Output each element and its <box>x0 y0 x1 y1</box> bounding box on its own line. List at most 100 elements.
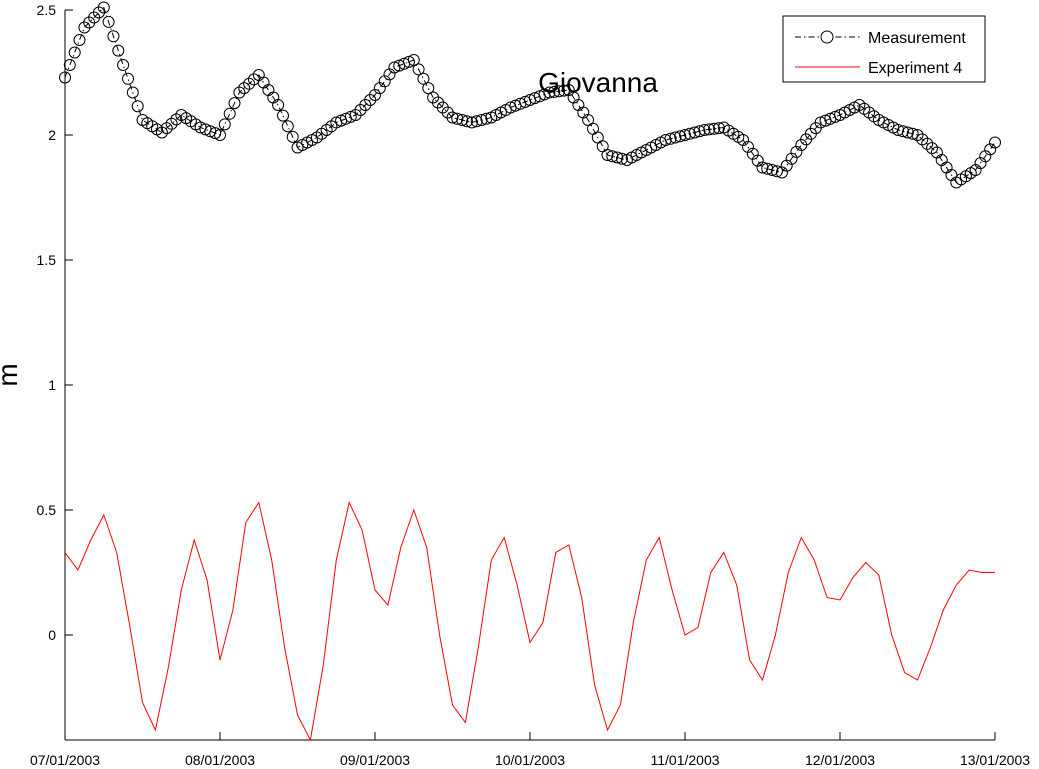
measurement-point <box>214 129 226 141</box>
measurement-point <box>611 151 624 164</box>
legend-swatch-marker <box>820 30 834 44</box>
measurement-point <box>553 85 566 98</box>
measurement-point <box>892 124 905 136</box>
measurement-point <box>712 122 725 135</box>
measurement-point <box>456 114 469 126</box>
measurement-point <box>683 127 696 140</box>
chart-title: Giovanna <box>538 67 658 98</box>
legend-box <box>782 15 986 83</box>
x-tick-label: 12/01/2003 <box>805 752 875 768</box>
x-tick-label: 11/01/2003 <box>650 752 719 768</box>
measurement-point <box>286 130 299 143</box>
measurement-point <box>102 15 115 28</box>
measurement-point <box>122 72 134 85</box>
measurement-point <box>155 126 168 139</box>
measurement-point <box>475 114 488 126</box>
measurement-point <box>262 84 275 96</box>
measurement-point <box>557 84 570 97</box>
y-tick-label: 1 <box>48 377 56 393</box>
measurement-point <box>417 72 430 85</box>
measurement-point <box>703 123 716 136</box>
measurement-point <box>901 126 914 139</box>
measurement-point <box>698 124 711 136</box>
measurement-point <box>761 162 774 175</box>
y-tick-label: 0.5 <box>37 502 57 518</box>
axes-frame <box>64 10 995 741</box>
measurement-point <box>344 110 357 123</box>
measurement-point <box>228 97 241 110</box>
measurement-point <box>243 77 256 90</box>
measurement-point <box>693 125 706 138</box>
measurement-point <box>688 126 701 139</box>
legend-label: Experiment 4 <box>868 60 962 77</box>
measurement-point <box>906 127 919 140</box>
measurement-point <box>669 131 682 144</box>
y-tick-label: 2.5 <box>37 2 57 18</box>
measurement-point <box>771 165 783 178</box>
measurement-point <box>616 152 628 165</box>
measurement-point <box>97 1 110 14</box>
measurement-point <box>223 107 236 120</box>
measurement-point <box>465 116 478 129</box>
series-layer <box>59 1 1001 742</box>
measurement-point <box>281 120 294 133</box>
series-measurement <box>59 1 1001 189</box>
x-tick-label: 09/01/2003 <box>340 752 410 768</box>
measurement-point <box>117 59 130 71</box>
measurement-point <box>277 109 289 122</box>
y-tick-label: 1.5 <box>37 252 57 268</box>
y-tick-label: 0 <box>48 627 56 643</box>
measurement-point <box>606 150 619 163</box>
x-tick-label: 13/01/2003 <box>960 752 1030 768</box>
measurement-point <box>897 125 909 138</box>
measurement-point <box>577 106 590 119</box>
experiment-4-line <box>64 500 995 742</box>
measurement-point <box>679 129 691 141</box>
measurement-point <box>451 112 464 125</box>
measurement-point <box>412 63 425 76</box>
measurement-point <box>422 82 435 95</box>
x-tick-label: 07/01/2003 <box>30 752 100 768</box>
legend: Measurement Experiment 4 <box>782 15 986 83</box>
measurement-point <box>601 149 614 161</box>
measurement-point <box>218 118 231 131</box>
measurement-point <box>766 164 779 176</box>
x-tick-label: 08/01/2003 <box>185 752 255 768</box>
measurement-point <box>984 143 997 156</box>
measurement-point <box>785 152 798 165</box>
measurement-point <box>63 59 76 71</box>
measurement-point <box>112 44 125 57</box>
measurement-point <box>572 99 585 111</box>
measurement-point <box>272 99 285 111</box>
measurement-point <box>107 30 120 43</box>
measurement-point <box>742 140 754 153</box>
measurement-point <box>538 88 551 101</box>
measurement-point <box>131 100 144 113</box>
measurement-point <box>461 115 473 128</box>
measurement-point <box>775 166 788 179</box>
legend-entry: Experiment 4 <box>795 60 962 77</box>
measurement-point <box>751 154 764 167</box>
measurement-point <box>407 54 420 66</box>
measurement-point <box>911 129 924 141</box>
legend-entry: Measurement <box>795 30 966 47</box>
measurement-point <box>73 34 86 46</box>
x-tick-label: 10/01/2003 <box>495 752 565 768</box>
measurement-point <box>548 85 561 98</box>
measurement-point <box>596 140 609 153</box>
measurement-point <box>659 134 672 146</box>
ticks-layer: 0 0.5 1 1.5 2 2.5 07/01/2003 08/01/2003 09/01/20… <box>30 2 1030 768</box>
series-experiment-4 <box>64 500 995 742</box>
measurement-point <box>402 55 415 68</box>
measurement-point <box>369 89 381 101</box>
measurement-point <box>378 75 391 88</box>
legend-label: Measurement <box>868 30 966 47</box>
y-axis-label: m <box>0 363 23 386</box>
measurement-point <box>470 115 483 128</box>
measurement-point <box>756 161 769 174</box>
measurement-point <box>257 76 270 89</box>
measurement-point <box>209 127 222 140</box>
measurement-point <box>674 130 687 143</box>
measurement-point <box>664 132 677 145</box>
